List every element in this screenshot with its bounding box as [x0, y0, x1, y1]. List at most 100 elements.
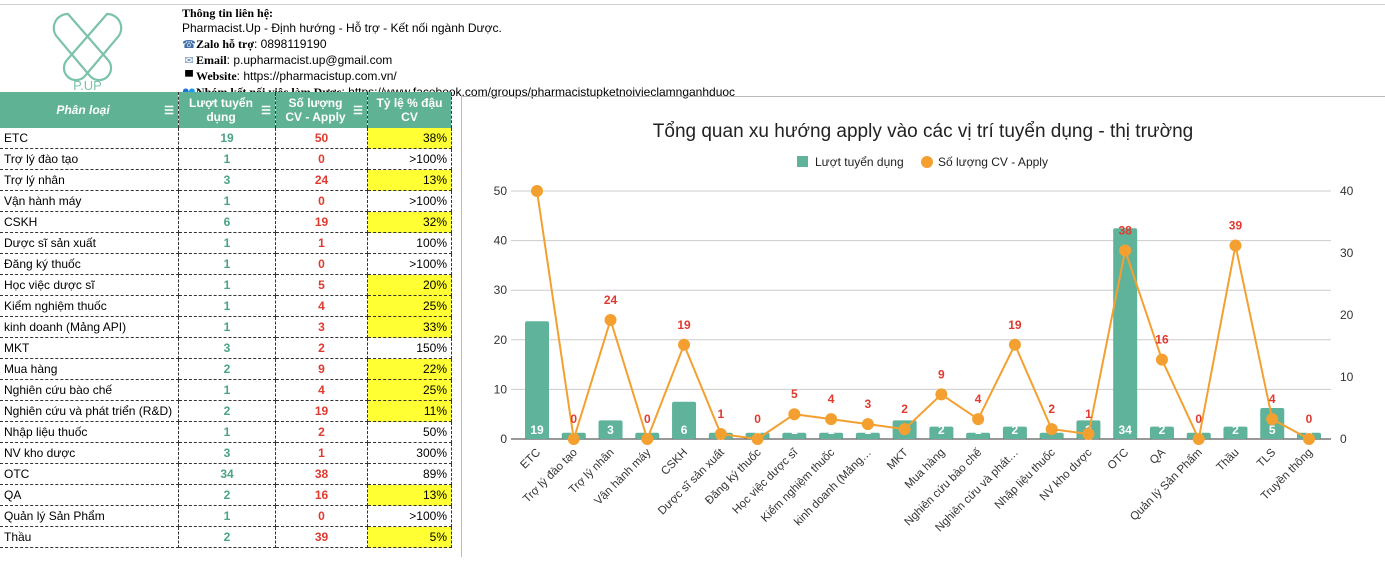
- cell-c[interactable]: 89%: [367, 463, 452, 485]
- header-phan-loai[interactable]: Phân loại ☰: [0, 92, 179, 128]
- bar-8[interactable]: [819, 432, 844, 439]
- cell-c[interactable]: 22%: [367, 358, 452, 380]
- bar-2[interactable]: [598, 420, 623, 439]
- bar-9[interactable]: [855, 432, 880, 439]
- line-point-11[interactable]: [935, 388, 948, 401]
- bar-7[interactable]: [782, 432, 807, 439]
- bar-16[interactable]: [1113, 228, 1138, 439]
- cell-a[interactable]: 2: [178, 484, 276, 506]
- line-point-3[interactable]: [641, 433, 654, 445]
- cell-a[interactable]: 1: [178, 190, 276, 212]
- cell-c[interactable]: 13%: [367, 484, 452, 506]
- line-point-5[interactable]: [714, 428, 727, 441]
- bar-19[interactable]: [1223, 426, 1248, 439]
- cell-c[interactable]: 20%: [367, 274, 452, 296]
- cell-a[interactable]: 34: [178, 463, 276, 485]
- chart-panel[interactable]: Tổng quan xu hướng apply vào các vị trí …: [461, 96, 1385, 557]
- cell-a[interactable]: 19: [178, 128, 276, 149]
- cell-name[interactable]: MKT: [0, 337, 179, 359]
- cell-a[interactable]: 1: [178, 274, 276, 296]
- cell-c[interactable]: 5%: [367, 526, 452, 548]
- cell-name[interactable]: Trợ lý đào tạo: [0, 148, 179, 170]
- cell-name[interactable]: Thầu: [0, 526, 179, 548]
- cell-name[interactable]: Nhập liệu thuốc: [0, 421, 179, 443]
- cell-a[interactable]: 2: [178, 358, 276, 380]
- cell-a[interactable]: 2: [178, 400, 276, 422]
- cell-c[interactable]: 300%: [367, 442, 452, 464]
- header-ty-le[interactable]: Tỷ lệ % đậu CV: [367, 92, 452, 128]
- line-point-12[interactable]: [972, 413, 985, 426]
- cell-b[interactable]: 16: [275, 484, 368, 506]
- cell-a[interactable]: 2: [178, 526, 276, 548]
- line-point-6[interactable]: [751, 433, 764, 445]
- cell-b[interactable]: 50: [275, 128, 368, 149]
- cell-a[interactable]: 3: [178, 442, 276, 464]
- cell-c[interactable]: 32%: [367, 211, 452, 233]
- cell-a[interactable]: 1: [178, 379, 276, 401]
- line-point-10[interactable]: [898, 423, 911, 436]
- cell-name[interactable]: NV kho dược: [0, 442, 179, 464]
- cell-c[interactable]: >100%: [367, 253, 452, 275]
- line-point-19[interactable]: [1229, 239, 1242, 252]
- cell-c[interactable]: 13%: [367, 169, 452, 191]
- cell-name[interactable]: Học việc dược sĩ: [0, 274, 179, 296]
- cell-name[interactable]: Mua hàng: [0, 358, 179, 380]
- cell-name[interactable]: Kiểm nghiệm thuốc: [0, 295, 179, 317]
- cell-c[interactable]: 11%: [367, 400, 452, 422]
- cell-b[interactable]: 3: [275, 316, 368, 338]
- cell-b[interactable]: 38: [275, 463, 368, 485]
- cell-b[interactable]: 39: [275, 526, 368, 548]
- bar-14[interactable]: [1039, 432, 1064, 439]
- cell-a[interactable]: 1: [178, 232, 276, 254]
- header-so-luong-cv[interactable]: Số lượng CV - Apply ☰: [275, 92, 368, 128]
- bar-12[interactable]: [966, 432, 991, 439]
- cell-c[interactable]: 100%: [367, 232, 452, 254]
- cell-b[interactable]: 2: [275, 421, 368, 443]
- filter-icon[interactable]: ☰: [164, 105, 174, 117]
- cell-b[interactable]: 24: [275, 169, 368, 191]
- cell-a[interactable]: 1: [178, 421, 276, 443]
- line-point-9[interactable]: [861, 418, 874, 431]
- website-link[interactable]: : https://pharmacistup.com.vn/: [236, 69, 397, 84]
- line-point-2[interactable]: [604, 313, 617, 326]
- cell-c[interactable]: >100%: [367, 148, 452, 170]
- cell-b[interactable]: 2: [275, 337, 368, 359]
- cell-b[interactable]: 0: [275, 253, 368, 275]
- cell-a[interactable]: 3: [178, 337, 276, 359]
- cell-c[interactable]: >100%: [367, 190, 452, 212]
- cell-name[interactable]: Nghiên cứu và phát triển (R&D): [0, 400, 179, 422]
- cell-b[interactable]: 19: [275, 211, 368, 233]
- filter-icon[interactable]: ☰: [353, 105, 363, 117]
- bar-11[interactable]: [929, 426, 954, 439]
- line-point-13[interactable]: [1008, 338, 1021, 351]
- bar-13[interactable]: [1002, 426, 1027, 439]
- cell-a[interactable]: 1: [178, 316, 276, 338]
- cell-c[interactable]: 38%: [367, 128, 452, 149]
- cell-c[interactable]: 33%: [367, 316, 452, 338]
- cell-c[interactable]: 25%: [367, 295, 452, 317]
- line-point-16[interactable]: [1119, 244, 1132, 257]
- cell-c[interactable]: 50%: [367, 421, 452, 443]
- cell-b[interactable]: 1: [275, 442, 368, 464]
- cell-name[interactable]: Vận hành máy: [0, 190, 179, 212]
- cell-b[interactable]: 1: [275, 232, 368, 254]
- cell-name[interactable]: CSKH: [0, 211, 179, 233]
- line-point-20[interactable]: [1266, 413, 1279, 426]
- cell-name[interactable]: QA: [0, 484, 179, 506]
- cell-name[interactable]: OTC: [0, 463, 179, 485]
- line-point-14[interactable]: [1045, 423, 1058, 436]
- cell-b[interactable]: 4: [275, 295, 368, 317]
- header-luot-tuyen-dung[interactable]: Lượt tuyển dụng ☰: [178, 92, 276, 128]
- cell-b[interactable]: 0: [275, 148, 368, 170]
- line-point-1[interactable]: [567, 433, 580, 445]
- cell-b[interactable]: 5: [275, 274, 368, 296]
- line-point-18[interactable]: [1192, 433, 1205, 445]
- cell-b[interactable]: 0: [275, 190, 368, 212]
- cell-c[interactable]: >100%: [367, 505, 452, 527]
- bar-0[interactable]: [525, 321, 549, 439]
- cell-name[interactable]: kinh doanh (Mảng API): [0, 316, 179, 338]
- cell-b[interactable]: 4: [275, 379, 368, 401]
- cell-name[interactable]: Nghiên cứu bào chế: [0, 379, 179, 401]
- line-point-17[interactable]: [1155, 353, 1168, 366]
- cell-name[interactable]: Đăng ký thuốc: [0, 253, 179, 275]
